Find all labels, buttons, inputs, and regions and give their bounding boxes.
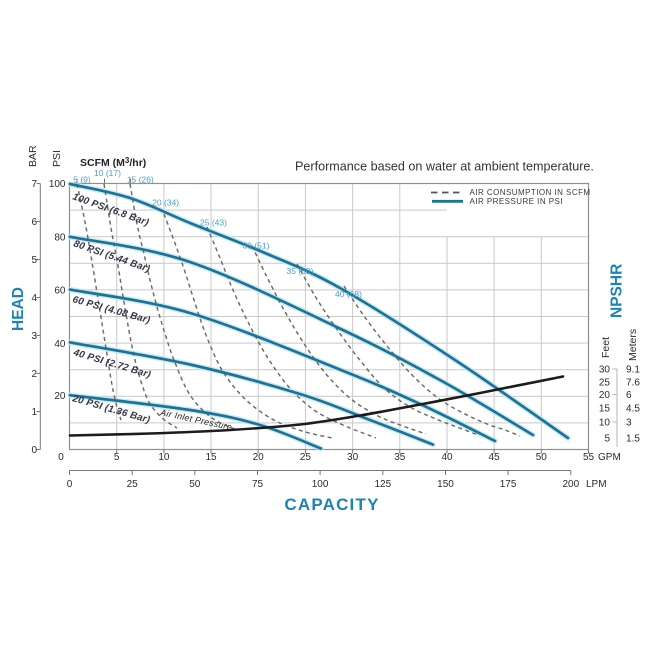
svg-text:150: 150 — [437, 479, 454, 490]
svg-text:25 (43): 25 (43) — [200, 218, 227, 228]
svg-text:AIR CONSUMPTION IN SCFM: AIR CONSUMPTION IN SCFM — [470, 188, 591, 197]
svg-text:125: 125 — [374, 479, 391, 490]
svg-text:80: 80 — [54, 232, 66, 243]
svg-text:Feet: Feet — [600, 337, 612, 358]
svg-text:15: 15 — [205, 452, 217, 463]
svg-text:Performance based on water at: Performance based on water at ambient te… — [295, 160, 594, 174]
svg-text:5: 5 — [604, 434, 610, 445]
svg-text:Meters: Meters — [627, 329, 639, 361]
svg-text:3: 3 — [626, 418, 632, 429]
svg-text:30: 30 — [347, 452, 359, 463]
svg-text:75: 75 — [252, 479, 264, 490]
svg-text:100: 100 — [49, 179, 66, 190]
svg-text:10: 10 — [599, 418, 611, 429]
svg-text:60: 60 — [54, 286, 66, 297]
svg-text:9.1: 9.1 — [626, 365, 640, 376]
svg-text:HEAD: HEAD — [10, 287, 27, 331]
svg-text:0: 0 — [58, 452, 64, 463]
svg-text:10: 10 — [158, 452, 170, 463]
svg-text:5: 5 — [114, 452, 120, 463]
svg-text:SCFM (M3/hr): SCFM (M3/hr) — [80, 156, 146, 169]
svg-text:CAPACITY: CAPACITY — [284, 495, 379, 514]
svg-text:2: 2 — [31, 369, 37, 380]
svg-text:0: 0 — [31, 445, 37, 456]
svg-text:1: 1 — [31, 407, 37, 418]
svg-text:7: 7 — [31, 179, 37, 190]
svg-text:0: 0 — [67, 479, 73, 490]
svg-text:50: 50 — [536, 452, 548, 463]
svg-text:15: 15 — [599, 404, 611, 415]
svg-text:7.6: 7.6 — [626, 378, 640, 389]
svg-text:175: 175 — [500, 479, 517, 490]
svg-text:4: 4 — [31, 293, 37, 304]
svg-text:4.5: 4.5 — [626, 404, 640, 415]
svg-text:LPM: LPM — [586, 479, 607, 490]
svg-text:40: 40 — [441, 452, 453, 463]
svg-text:30: 30 — [599, 365, 611, 376]
svg-text:20: 20 — [54, 391, 66, 402]
svg-text:AIR PRESSURE IN PSI: AIR PRESSURE IN PSI — [470, 197, 563, 206]
svg-text:55: 55 — [583, 452, 595, 463]
svg-text:NPSHR: NPSHR — [609, 264, 626, 318]
svg-text:BAR: BAR — [27, 145, 39, 167]
svg-text:25: 25 — [127, 479, 139, 490]
svg-text:30 (51): 30 (51) — [243, 240, 270, 250]
svg-text:45: 45 — [489, 452, 501, 463]
svg-text:20: 20 — [599, 390, 611, 401]
svg-text:40: 40 — [54, 339, 66, 350]
svg-text:10 (17): 10 (17) — [94, 168, 121, 178]
svg-text:25: 25 — [599, 378, 611, 389]
svg-text:100: 100 — [312, 479, 329, 490]
svg-text:15 (26): 15 (26) — [127, 174, 154, 184]
svg-text:5 (9): 5 (9) — [73, 174, 91, 184]
svg-text:5: 5 — [31, 255, 37, 266]
svg-text:20: 20 — [253, 452, 265, 463]
svg-text:25: 25 — [300, 452, 312, 463]
svg-text:35: 35 — [394, 452, 406, 463]
svg-text:1.5: 1.5 — [626, 434, 640, 445]
svg-text:6: 6 — [31, 217, 37, 228]
svg-text:35 (60): 35 (60) — [287, 266, 314, 276]
svg-text:20 (34): 20 (34) — [152, 197, 179, 207]
svg-text:40 (68): 40 (68) — [335, 289, 362, 299]
svg-text:200: 200 — [562, 479, 579, 490]
svg-text:3: 3 — [31, 331, 37, 342]
svg-text:GPM: GPM — [598, 452, 621, 463]
svg-text:PSI: PSI — [51, 150, 63, 167]
svg-text:50: 50 — [189, 479, 201, 490]
svg-text:6: 6 — [626, 390, 632, 401]
